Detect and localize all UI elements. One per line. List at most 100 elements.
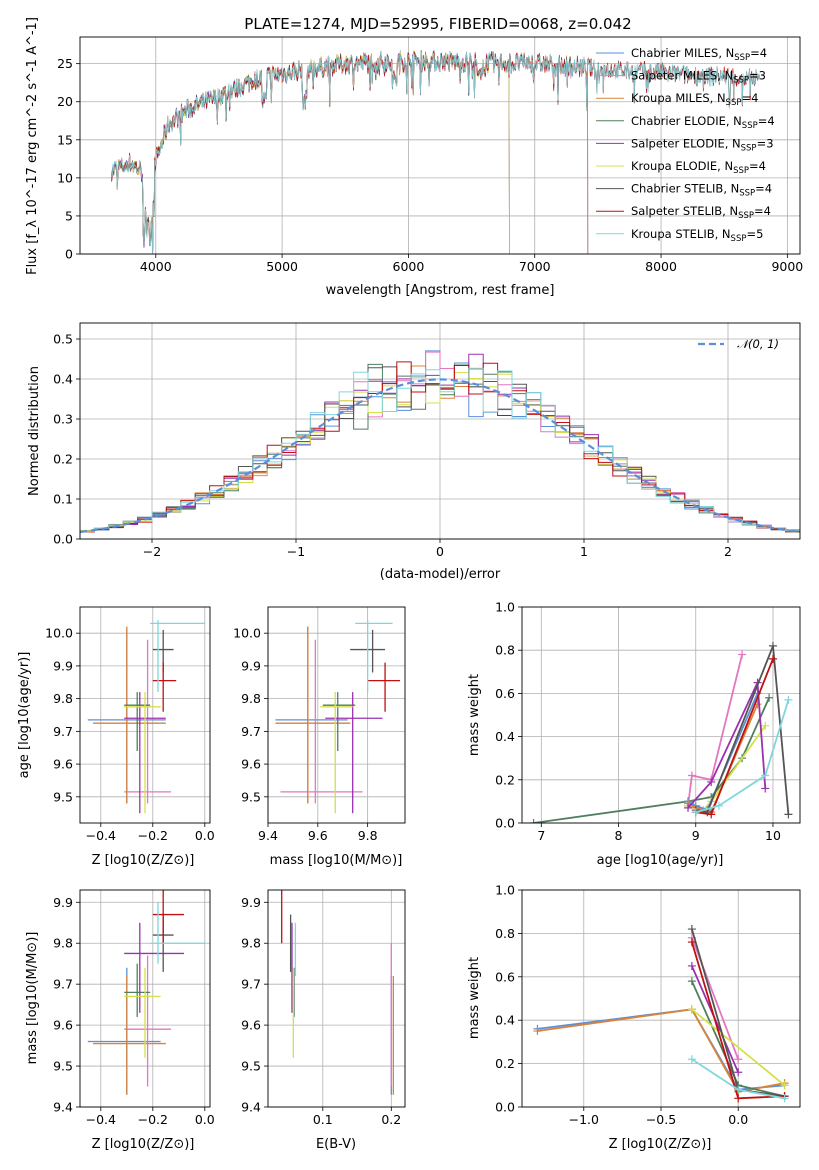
errorbar-kroupa-elodie xyxy=(320,692,353,814)
spectrum-line-kroupa-elodie xyxy=(111,49,510,254)
legend-count: =4 xyxy=(749,159,766,173)
y-tick-label: 0.1 xyxy=(53,492,73,507)
legend-count: =3 xyxy=(749,69,766,83)
errorbar-kroupa-miles xyxy=(275,626,351,804)
mass-weight-marker xyxy=(761,784,770,793)
panel-age-vs-z: −0.4 −0.2 0.0 9.5 9.6 9.7 9.8 9.9 10.0 Z [log10(Z… xyxy=(17,606,215,868)
y-axis-label: age [log10(age/yr)] xyxy=(17,652,32,779)
errorbar-chabrier-elodie xyxy=(124,692,151,751)
spectrum-line-chabrier-miles xyxy=(111,50,589,254)
mass-weight-marker xyxy=(734,1055,743,1064)
mass-weight-marker xyxy=(684,803,693,812)
errorbar-kroupa-miles xyxy=(93,975,166,1095)
legend-subscript: SSP xyxy=(741,143,757,153)
x-tick-label: 9.6 xyxy=(308,828,328,843)
x-tick-label: −2 xyxy=(143,544,161,559)
plot-area xyxy=(87,890,205,1095)
legend-subscript: SSP xyxy=(731,234,747,244)
errorbar-chabrier-elodie xyxy=(322,692,356,751)
mass-weight-marker xyxy=(707,810,716,819)
x-axis-label: (data-model)/error xyxy=(380,567,501,582)
y-tick-label: 9.7 xyxy=(241,724,261,739)
errorbar-salpeter-elodie xyxy=(124,922,184,1013)
legend-count: =4 xyxy=(754,204,771,218)
mass-weight-line-kroupa-elodie xyxy=(691,1008,786,1086)
y-tick-label: 9.8 xyxy=(53,936,73,951)
y-tick-label: 9.9 xyxy=(241,658,261,673)
figure-title: PLATE=1274, MJD=52995, FIBERID=0068, z=0… xyxy=(244,15,631,33)
y-tick-label: 15 xyxy=(57,132,73,147)
legend-count: =4 xyxy=(758,114,775,128)
legend-subscript: SSP xyxy=(738,211,754,221)
y-tick-label: 9.4 xyxy=(53,1100,73,1115)
legend-count: =5 xyxy=(746,227,763,241)
mass-weight-marker xyxy=(784,695,793,704)
mass-weight-line-salpeter-elodie xyxy=(687,679,767,809)
spectrum-line-chabrier-elodie xyxy=(111,50,510,254)
spectrum-line-kroupa-miles xyxy=(111,50,589,254)
x-tick-label: −0.4 xyxy=(86,1112,116,1127)
legend-label-salpeter-elodie: Salpeter ELODIE, NSSP=3 xyxy=(631,136,774,153)
legend-label-salpeter-stelib: Salpeter STELIB, NSSP=4 xyxy=(631,204,771,221)
mass-weight-marker xyxy=(780,1094,789,1103)
y-tick-label: 20 xyxy=(57,94,73,109)
axes-frame xyxy=(267,889,406,1108)
y-tick-label: 1.0 xyxy=(495,600,515,615)
x-tick-label: 0 xyxy=(436,544,444,559)
y-tick-label: 0.4 xyxy=(53,372,73,387)
mass-weight-marker xyxy=(707,777,716,786)
y-tick-label: 0.0 xyxy=(495,1100,515,1115)
errorbar-salpeter-miles xyxy=(124,639,171,804)
y-tick-label: 5 xyxy=(65,208,73,223)
y-tick-label: 9.7 xyxy=(53,724,73,739)
x-axis-label: Z [log10(Z/Z⊙)] xyxy=(609,1137,712,1152)
legend-label-chabrier-miles: Chabrier MILES, NSSP=4 xyxy=(631,46,767,63)
y-tick-label: 9.9 xyxy=(53,895,73,910)
legend-count: =4 xyxy=(741,91,758,105)
x-tick-label: −0.2 xyxy=(138,828,168,843)
panel-mass-vs-z: −0.4 −0.2 0.0 9.4 9.5 9.6 9.7 9.8 9.9 Z [log10(Z/… xyxy=(25,889,215,1152)
x-tick-label: 7 xyxy=(537,828,545,843)
y-tick-label: 0.5 xyxy=(53,332,73,347)
x-tick-label: −0.5 xyxy=(646,1112,676,1127)
y-tick-label: 0.6 xyxy=(495,969,515,984)
x-axis-label: mass [log10(M/M⊙)] xyxy=(270,853,403,868)
axes-frame xyxy=(79,889,211,1108)
spectrum-line-salpeter-elodie xyxy=(111,51,510,254)
errorbar-kroupa-miles xyxy=(93,626,166,804)
mass-weight-marker xyxy=(533,1027,542,1036)
x-tick-label: 0.0 xyxy=(728,1112,748,1127)
plot-area xyxy=(87,620,205,814)
errorbar-salpeter-miles xyxy=(124,955,171,1087)
mass-weight-marker xyxy=(687,1005,696,1014)
y-tick-label: 9.8 xyxy=(53,691,73,706)
mass-weight-marker xyxy=(780,1081,789,1090)
x-axis-label: wavelength [Angstrom, rest frame] xyxy=(326,283,555,298)
y-tick-label: 0 xyxy=(65,247,73,262)
y-tick-label: 10 xyxy=(57,170,73,185)
y-tick-label: 9.8 xyxy=(241,936,261,951)
errorbar-kroupa-stelib xyxy=(150,902,205,964)
errorbar-kroupa-elodie xyxy=(124,692,161,814)
x-tick-label: 2 xyxy=(724,544,732,559)
errorbar-chabrier-miles xyxy=(87,967,161,1095)
legend-subscript: SSP xyxy=(733,76,749,86)
mass-weight-marker xyxy=(765,693,774,702)
y-tick-label: 9.7 xyxy=(53,977,73,992)
mass-weight-line-kroupa-miles xyxy=(537,1008,785,1093)
legend-label-chabrier-elodie: Chabrier ELODIE, NSSP=4 xyxy=(631,114,775,131)
y-tick-label: 0.8 xyxy=(495,926,515,941)
mass-weight-line-kroupa-elodie xyxy=(687,725,767,812)
mass-weight-marker xyxy=(738,650,747,659)
legend-label-kroupa-miles: Kroupa MILES, NSSP=4 xyxy=(631,91,758,108)
mass-weight-marker xyxy=(687,961,696,970)
x-tick-label: 7000 xyxy=(519,259,551,274)
errorbar-salpeter-stelib xyxy=(152,662,177,712)
axes-frame xyxy=(79,606,211,824)
mass-weight-marker xyxy=(691,808,700,817)
errorbar-kroupa-elodie xyxy=(124,967,161,1058)
mass-weight-marker xyxy=(714,801,723,810)
x-tick-label: 6000 xyxy=(393,259,425,274)
mass-weight-marker xyxy=(687,771,696,780)
axes-frame xyxy=(79,36,801,255)
